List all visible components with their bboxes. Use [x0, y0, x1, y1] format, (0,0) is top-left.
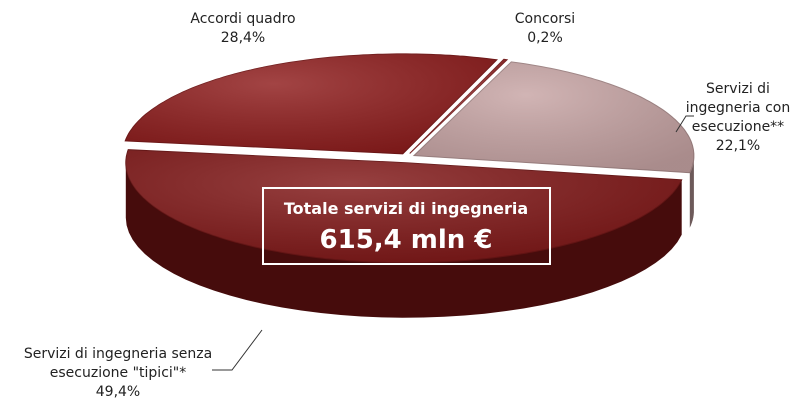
slice-label: Servizi di ingegneria con esecuzione** 22…	[673, 80, 797, 156]
pie-sides	[125, 155, 694, 318]
total-label: Totale servizi di ingegneria	[284, 199, 528, 218]
value-label: 0,2%	[527, 30, 563, 46]
leader-line	[212, 329, 263, 371]
total-value: 615,4 mln €	[320, 225, 493, 255]
value-label: 49,4%	[95, 384, 141, 400]
category-name: Servizi di ingegneria senza esecuzione "…	[23, 346, 213, 381]
category-name: Servizi di ingegneria con esecuzione**	[685, 81, 791, 135]
pie-tops	[124, 53, 695, 264]
slice-label: Servizi di ingegneria senza esecuzione "…	[0, 345, 236, 402]
value-label: 22,1%	[715, 138, 761, 154]
slice-shine	[125, 53, 497, 154]
slice-label: Accordi quadro 28,4%	[143, 10, 343, 48]
slice-shine	[125, 149, 682, 263]
total-box	[262, 187, 551, 265]
category-name: Concorsi	[514, 11, 576, 27]
category-name: Accordi quadro	[190, 11, 296, 27]
slice-side	[125, 162, 682, 318]
slice-label: Concorsi 0,2%	[485, 10, 605, 48]
value-label: 28,4%	[220, 30, 266, 46]
leader-line	[675, 115, 694, 133]
slice-shine	[413, 61, 694, 173]
slice-shine	[409, 59, 508, 154]
slice-side	[689, 155, 694, 228]
